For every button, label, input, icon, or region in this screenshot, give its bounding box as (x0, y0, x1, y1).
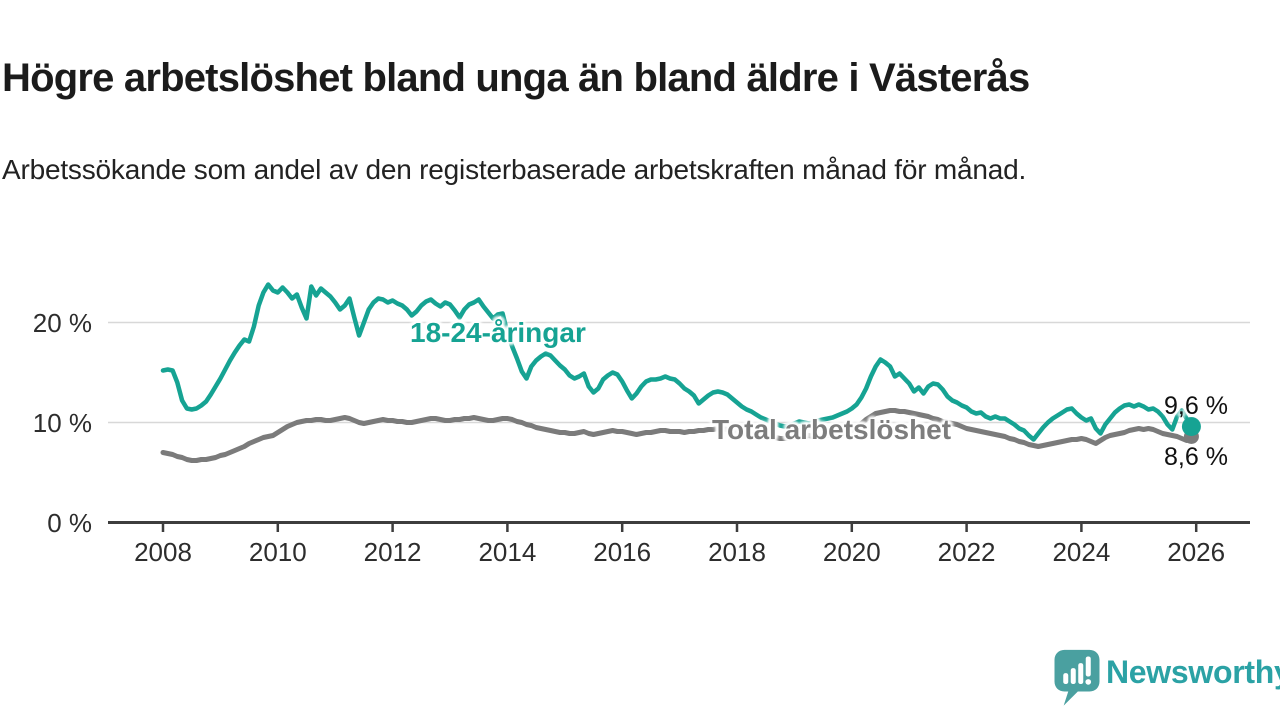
x-tick-label: 2024 (1052, 537, 1111, 567)
series-line-youth (160, 282, 1194, 442)
page-title: Högre arbetslöshet bland unga än bland ä… (2, 55, 1030, 100)
chart-subtitle: Arbetssökande som andel av den registerb… (2, 154, 1027, 185)
y-tick-label: 20 % (32, 307, 92, 338)
brand-name: Newsworthy (1106, 654, 1280, 690)
x-tick-label: 2026 (1167, 537, 1226, 567)
end-value-youth: 9,6 % (1164, 392, 1228, 420)
x-tick-label: 2014 (478, 537, 537, 567)
x-tick-label: 2018 (708, 537, 766, 567)
series-label-youth: 18-24-åringar (410, 317, 586, 348)
x-tick-label: 2012 (363, 537, 422, 567)
x-tick-label: 2020 (822, 537, 881, 567)
y-tick-label: 0 % (47, 507, 92, 538)
y-tick-label: 10 % (32, 407, 92, 438)
series-label-total: Total arbetslöshet (712, 414, 952, 445)
x-tick-label: 2008 (134, 537, 192, 567)
end-value-total: 8,6 % (1164, 443, 1228, 471)
end-dot-youth (1181, 417, 1201, 436)
x-tick-label: 2022 (937, 537, 996, 567)
x-tick-label: 2010 (248, 537, 307, 567)
series-line-total (160, 408, 1194, 463)
newsworthy-logo-icon (1054, 649, 1100, 706)
x-tick-label: 2016 (593, 537, 652, 567)
brand-footer: Newsworthy (1052, 646, 1280, 712)
